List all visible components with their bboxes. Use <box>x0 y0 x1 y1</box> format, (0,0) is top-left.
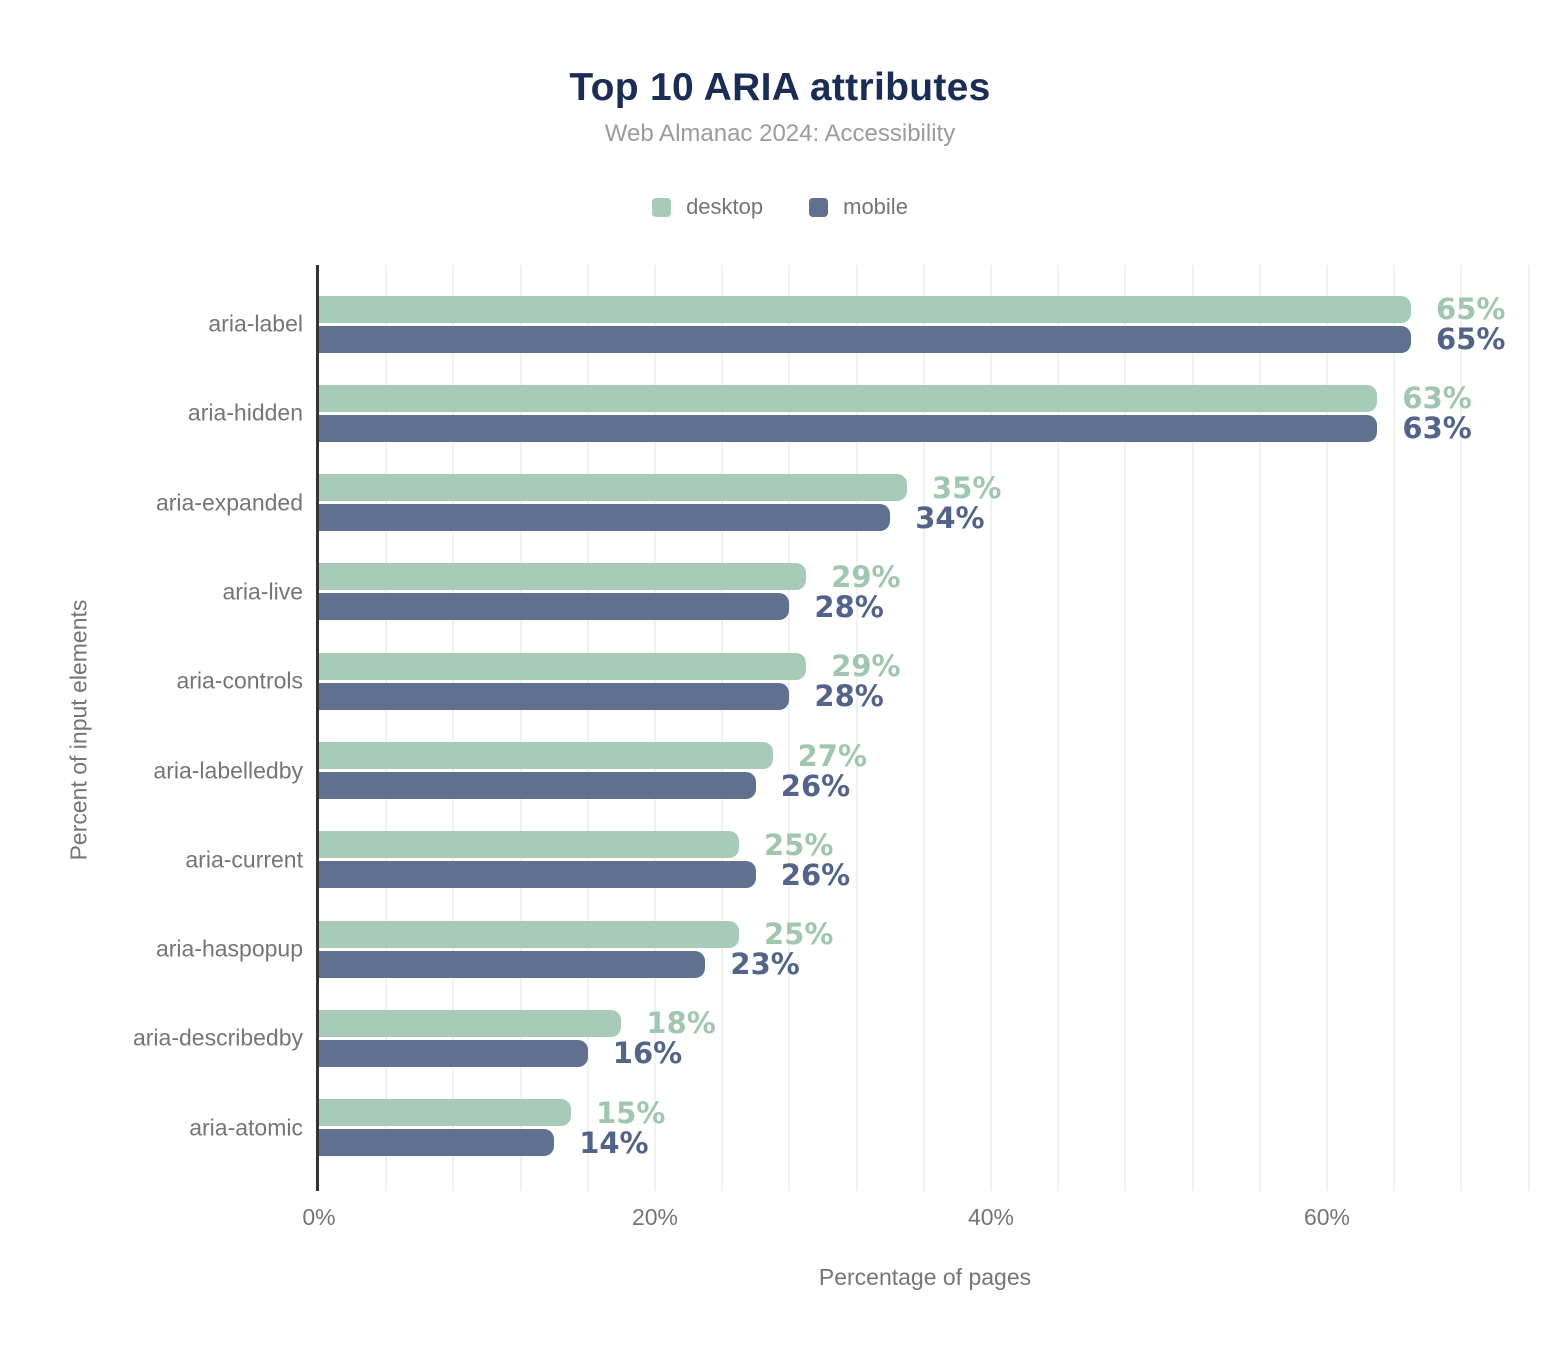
bar-desktop <box>319 295 1411 323</box>
value-label-desktop: 29% <box>831 559 901 594</box>
gridline <box>586 265 589 1191</box>
legend: desktop mobile <box>0 194 1560 220</box>
bar-mobile <box>319 950 706 978</box>
value-label-mobile: 26% <box>780 857 851 892</box>
value-label-mobile: 34% <box>915 500 985 535</box>
bar-desktop <box>319 742 773 769</box>
y-axis-line <box>316 265 319 1191</box>
gridline <box>1124 265 1127 1191</box>
gridline <box>922 265 925 1191</box>
value-label-desktop: 27% <box>797 738 868 773</box>
legend-label: mobile <box>843 194 908 219</box>
bar-desktop <box>319 384 1378 412</box>
y-axis-title: Percent of input elements <box>65 599 92 861</box>
gridline <box>654 265 656 1191</box>
chart-subtitle: Web Almanac 2024: Accessibility <box>604 120 956 147</box>
bar-desktop <box>319 831 739 859</box>
category-label: aria-haspopup <box>155 935 303 962</box>
mobile-swatch-icon <box>809 197 829 217</box>
x-tick-label: 40% <box>967 1204 1015 1230</box>
gridline <box>1258 265 1261 1191</box>
gridline <box>1191 265 1194 1191</box>
category-label: aria-controls <box>176 667 303 694</box>
gridline <box>1460 265 1463 1191</box>
bar-desktop <box>319 563 807 591</box>
bar-mobile <box>319 1129 555 1157</box>
value-label-desktop: 65% <box>1436 292 1506 326</box>
bar-desktop <box>319 920 739 948</box>
bar-mobile <box>319 682 790 710</box>
value-label-desktop: 18% <box>646 1006 716 1041</box>
category-label: aria-describedby <box>132 1024 303 1051</box>
gridline <box>990 265 992 1191</box>
bar-mobile <box>319 772 756 799</box>
value-label-desktop: 29% <box>831 649 901 684</box>
bar-desktop <box>319 1009 622 1037</box>
value-label-desktop: 25% <box>764 827 834 862</box>
gridline <box>788 265 791 1191</box>
category-label: aria-expanded <box>155 489 303 516</box>
x-tick-label: 0% <box>302 1204 336 1230</box>
bar-desktop <box>319 1099 571 1127</box>
chart-title: Top 10 ARIA attributes <box>569 66 991 109</box>
desktop-swatch-icon <box>652 197 672 217</box>
value-label-mobile: 28% <box>814 679 884 714</box>
gridline <box>855 265 858 1191</box>
value-label-desktop: 35% <box>932 470 1002 505</box>
gridline <box>721 265 724 1191</box>
value-label-mobile: 65% <box>1436 322 1506 356</box>
value-label-mobile: 23% <box>730 947 800 982</box>
value-label-mobile: 14% <box>579 1125 649 1160</box>
value-label-mobile: 28% <box>814 589 884 624</box>
category-label: aria-atomic <box>189 1114 303 1141</box>
gridline <box>452 265 455 1191</box>
x-tick-label: 60% <box>1303 1204 1351 1230</box>
x-axis-ticks: 0% 20% 40% 60% <box>302 1204 1534 1234</box>
value-label-mobile: 63% <box>1402 411 1472 446</box>
gridline <box>1057 265 1060 1191</box>
bar-mobile <box>319 325 1411 353</box>
value-label-desktop: 25% <box>764 917 834 952</box>
gridline <box>1527 265 1530 1191</box>
plot-area: aria-label 65% 65% aria-hidden 63% 63% aria-ex… <box>133 265 1534 1191</box>
value-label-desktop: 63% <box>1402 381 1472 416</box>
bar-mobile <box>319 861 756 889</box>
legend-item-desktop: desktop <box>652 194 763 220</box>
category-label: aria-live <box>222 578 303 605</box>
gridline <box>385 265 388 1191</box>
bar-desktop <box>319 474 907 502</box>
bar-mobile <box>319 504 891 532</box>
bar-mobile <box>319 593 790 621</box>
bar-mobile <box>319 414 1378 442</box>
gridline <box>1393 265 1396 1191</box>
category-label: aria-hidden <box>187 399 303 426</box>
legend-label: desktop <box>686 194 764 219</box>
value-label-desktop: 15% <box>596 1095 666 1130</box>
category-label: aria-labelledby <box>153 757 303 783</box>
bar-mobile <box>319 1039 588 1067</box>
gridline <box>1326 265 1328 1191</box>
category-label: aria-label <box>208 310 303 337</box>
bar-desktop <box>319 652 807 680</box>
legend-item-mobile: mobile <box>809 194 908 220</box>
x-axis-title: Percentage of pages <box>818 1264 1032 1290</box>
category-label: aria-current <box>185 846 303 873</box>
x-tick-label: 20% <box>631 1204 679 1230</box>
value-label-mobile: 26% <box>780 768 851 803</box>
value-label-mobile: 16% <box>612 1036 683 1071</box>
gridline <box>519 265 522 1191</box>
